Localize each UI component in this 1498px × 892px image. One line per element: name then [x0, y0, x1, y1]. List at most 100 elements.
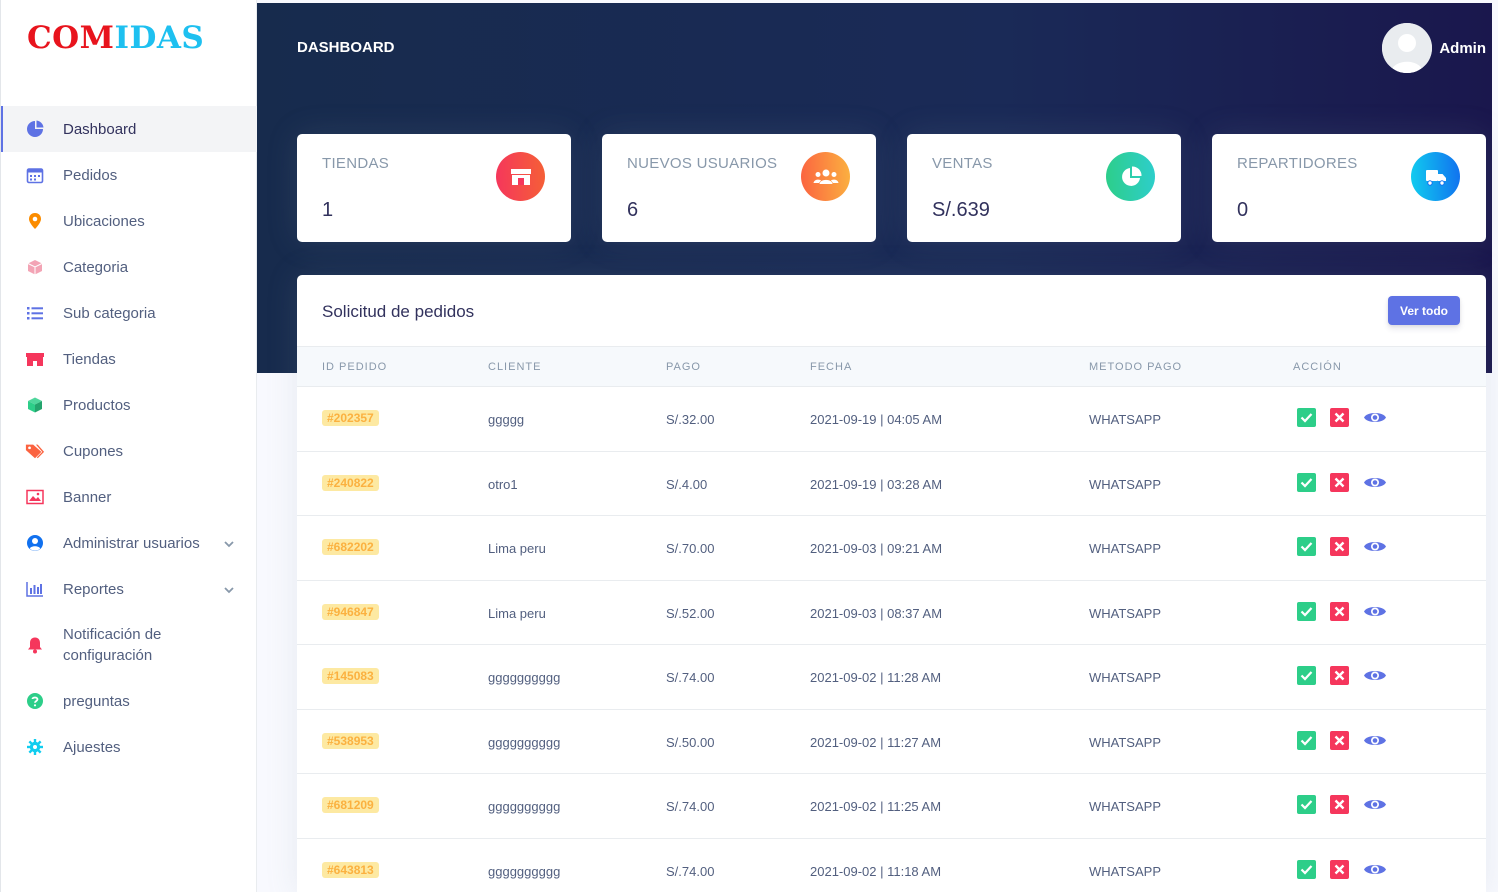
avatar	[1382, 23, 1433, 73]
shop-icon	[25, 349, 45, 369]
cell-method: WHATSAPP	[1089, 605, 1161, 621]
stat-card-tiendas: TIENDAS 1	[297, 134, 571, 242]
row-actions	[1297, 859, 1387, 879]
cell-client: gggggggggg	[488, 799, 561, 814]
cell-date: 2021-09-19 | 04:05 AM	[810, 412, 943, 427]
reject-x-icon[interactable]	[1330, 795, 1349, 814]
column-header[interactable]: ID PEDIDO	[322, 361, 388, 373]
sidebar-item-label: Ajuestes	[63, 738, 121, 756]
row-actions	[1297, 666, 1387, 685]
user-circle-icon	[25, 533, 45, 553]
order-id-badge[interactable]: #681209	[322, 797, 379, 813]
view-eye-icon[interactable]	[1363, 860, 1387, 879]
cell-amount: S/.50.00	[666, 734, 715, 750]
brand-logo[interactable]: COMIDAS	[27, 18, 237, 58]
approve-check-icon[interactable]	[1297, 795, 1316, 814]
cell-method: WHATSAPP	[1089, 734, 1161, 750]
view-eye-icon[interactable]	[1363, 408, 1387, 427]
order-id-badge[interactable]: #682202	[322, 539, 379, 555]
gear-icon	[25, 737, 45, 757]
reject-x-icon[interactable]	[1330, 730, 1349, 750]
order-id-badge[interactable]: #538953	[322, 732, 379, 749]
sidebar-item-cupones[interactable]: Cupones	[1, 428, 257, 474]
cell-amount: S/.4.00	[666, 476, 708, 492]
stat-value: S/.639	[932, 199, 990, 221]
cell-date: 2021-09-03 | 08:37 AM	[810, 605, 943, 621]
user-menu[interactable]: Admin	[1382, 23, 1486, 73]
reject-x-icon[interactable]	[1330, 859, 1349, 879]
reject-x-icon[interactable]	[1330, 601, 1349, 621]
sidebar-item-reportes[interactable]: Reportes	[1, 566, 257, 612]
view-eye-icon[interactable]	[1363, 731, 1387, 750]
sidebar-item-label: preguntas	[63, 692, 130, 710]
order-id-badge[interactable]: #202357	[322, 410, 379, 426]
cell-amount: S/.52.00	[666, 605, 715, 621]
cell-client: gggggggggg	[488, 670, 561, 685]
view-eye-icon[interactable]	[1363, 602, 1387, 621]
view-eye-icon[interactable]	[1363, 537, 1387, 556]
approve-check-icon[interactable]	[1297, 472, 1316, 492]
chevron-down-icon[interactable]	[223, 537, 235, 549]
cell-method: WHATSAPP	[1089, 799, 1161, 814]
reject-x-icon[interactable]	[1330, 408, 1349, 427]
stat-card-nuevos-usuarios: NUEVOS USUARIOS 6	[602, 134, 876, 242]
row-actions	[1297, 730, 1387, 750]
column-header[interactable]: METODO PAGO	[1089, 361, 1183, 373]
order-id-badge[interactable]: #145083	[322, 668, 379, 684]
cell-date: 2021-09-02 | 11:28 AM	[810, 670, 942, 685]
sidebar-item-sub-categoria[interactable]: Sub categoria	[1, 290, 257, 336]
cell-method: WHATSAPP	[1089, 670, 1161, 685]
stat-title: VENTAS	[932, 155, 993, 172]
cell-method: WHATSAPP	[1089, 541, 1161, 556]
reject-x-icon[interactable]	[1330, 472, 1349, 492]
view-eye-icon[interactable]	[1363, 666, 1387, 685]
column-header[interactable]: ACCIÓN	[1293, 361, 1342, 373]
sidebar-item-ajuestes[interactable]: Ajuestes	[1, 724, 257, 770]
stat-title: TIENDAS	[322, 155, 390, 172]
table-header: ID PEDIDO CLIENTE PAGO FECHA METODO PAGO…	[297, 346, 1486, 387]
sidebar-item-categoria[interactable]: Categoria	[1, 244, 257, 290]
truck-icon	[1411, 152, 1460, 201]
approve-check-icon[interactable]	[1297, 730, 1316, 750]
sidebar-item-tiendas[interactable]: Tiendas	[1, 336, 257, 382]
approve-check-icon[interactable]	[1297, 408, 1316, 427]
view-eye-icon[interactable]	[1363, 473, 1387, 492]
cell-amount: S/.74.00	[666, 863, 715, 879]
brand-logo-part2: IDAS	[114, 20, 205, 56]
calendar-icon	[25, 165, 45, 185]
view-all-button[interactable]: Ver todo	[1388, 296, 1460, 325]
approve-check-icon[interactable]	[1297, 537, 1316, 556]
order-id-badge[interactable]: #946847	[322, 603, 379, 620]
sidebar-item-banner[interactable]: Banner	[1, 474, 257, 520]
sidebar-item-notificacion[interactable]: Notificación de configuración	[1, 612, 257, 678]
view-eye-icon[interactable]	[1363, 795, 1387, 814]
stat-card-repartidores: REPARTIDORES 0	[1212, 134, 1486, 242]
sidebar-item-label: Productos	[63, 396, 131, 414]
sidebar-item-administrar-usuarios[interactable]: Administrar usuarios	[1, 520, 257, 566]
sidebar-item-label: Ubicaciones	[63, 212, 145, 230]
sidebar-item-pedidos[interactable]: Pedidos	[1, 152, 257, 198]
bar-chart-icon	[25, 579, 45, 599]
reject-x-icon[interactable]	[1330, 666, 1349, 685]
order-id-badge[interactable]: #240822	[322, 474, 379, 491]
order-id-badge[interactable]: #643813	[322, 861, 379, 878]
cell-method: WHATSAPP	[1089, 863, 1161, 879]
column-header[interactable]: PAGO	[666, 361, 701, 373]
column-header[interactable]: FECHA	[810, 361, 853, 373]
sidebar-item-productos[interactable]: Productos	[1, 382, 257, 428]
stat-value: 1	[322, 199, 334, 221]
tag-icon	[25, 441, 45, 461]
column-header[interactable]: CLIENTE	[488, 361, 542, 373]
row-actions	[1297, 795, 1387, 814]
approve-check-icon[interactable]	[1297, 601, 1316, 621]
approve-check-icon[interactable]	[1297, 859, 1316, 879]
sidebar-item-ubicaciones[interactable]: Ubicaciones	[1, 198, 257, 244]
approve-check-icon[interactable]	[1297, 666, 1316, 685]
sidebar: COMIDAS Dashboard Pedidos Ubicaciones	[0, 0, 257, 892]
chevron-down-icon[interactable]	[223, 583, 235, 595]
sidebar-item-label: Dashboard	[63, 120, 137, 138]
sidebar-item-dashboard[interactable]: Dashboard	[1, 106, 257, 152]
sidebar-item-preguntas[interactable]: preguntas	[1, 678, 257, 724]
reject-x-icon[interactable]	[1330, 537, 1349, 556]
